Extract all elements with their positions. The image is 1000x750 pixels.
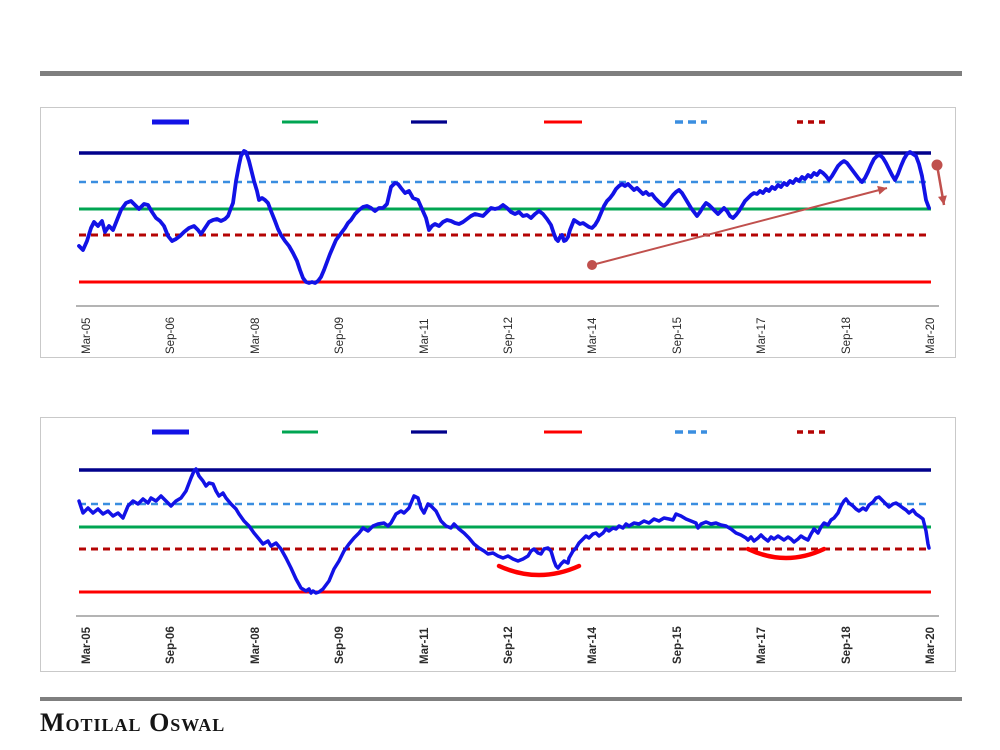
x-tick-label: Sep-12 [503, 626, 515, 664]
x-tick-label: Sep-15 [672, 626, 684, 664]
x-tick-label: Mar-17 [756, 318, 768, 354]
x-tick-label: Sep-18 [841, 317, 853, 354]
x-tick-label: Mar-14 [587, 317, 599, 354]
x-tick-label: Sep-06 [165, 317, 177, 354]
x-tick-label: Sep-06 [165, 626, 177, 664]
drop-down-arrow-dot [931, 159, 943, 171]
x-tick-label: Mar-11 [419, 627, 431, 664]
main-series [77, 467, 931, 595]
x-tick-label: Sep-12 [503, 317, 515, 354]
main-series [77, 149, 931, 285]
x-tick-label: Mar-20 [925, 627, 937, 664]
x-tick-label: Mar-11 [419, 318, 431, 354]
x-tick-label: Mar-05 [81, 318, 93, 354]
x-tick-label: Mar-20 [925, 318, 937, 354]
brand-logo: Motilal Oswal [40, 708, 226, 737]
top-chart: Mar-05 Sep-06 Mar-08 Sep-09 Mar-11 Sep-12 Mar-… [76, 119, 947, 354]
x-tick-label: Sep-09 [334, 317, 346, 354]
x-tick-label: Mar-08 [250, 626, 262, 664]
x-tick-label: Mar-08 [250, 318, 262, 354]
drop-down-arrow-head [938, 195, 947, 205]
trend-up-arrow-head [877, 185, 887, 195]
x-tick-label: Sep-15 [672, 317, 684, 354]
undervalue-arc-2 [745, 546, 827, 561]
x-tick-label: Mar-14 [587, 626, 599, 664]
x-tick-label: Mar-17 [756, 627, 768, 664]
top-chart-card: Mar-05 Sep-06 Mar-08 Sep-09 Mar-11 Sep-12 Mar-… [40, 107, 956, 358]
trend-up-arrow-dot [587, 260, 597, 270]
undervalue-arc-1 [496, 563, 582, 578]
bottom-chart: Mar-05 Sep-06 Mar-08 Sep-09 Mar-11 Sep-12 Mar-… [76, 429, 939, 664]
trend-up-arrow-shaft [591, 187, 888, 266]
footer-divider [40, 697, 962, 701]
x-tick-label: Sep-09 [334, 626, 346, 664]
header-divider [40, 71, 962, 76]
bottom-chart-card: Mar-05 Sep-06 Mar-08 Sep-09 Mar-11 Sep-12 Mar-… [40, 417, 956, 672]
x-tick-label: Mar-05 [81, 626, 93, 664]
x-tick-label: Sep-18 [841, 626, 853, 664]
